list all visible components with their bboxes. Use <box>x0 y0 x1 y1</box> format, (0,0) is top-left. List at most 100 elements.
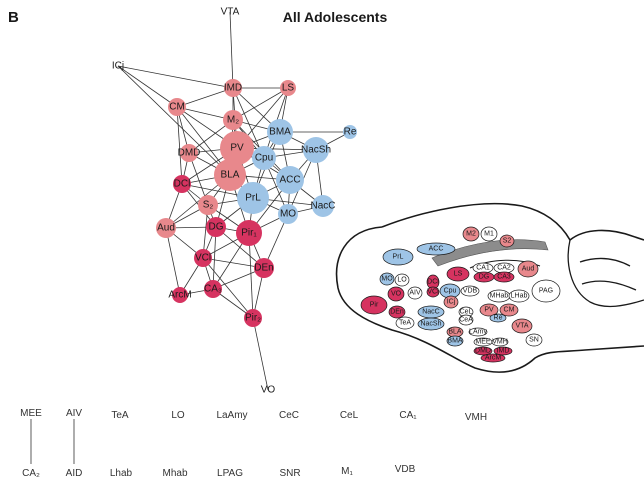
node-circle <box>194 249 212 267</box>
brain-region-shape <box>511 318 533 334</box>
network-node-dmd: DMD <box>178 144 200 162</box>
brain-region-label: CA3 <box>497 274 511 281</box>
brain-region-imd: IMD <box>493 346 513 356</box>
node-circle <box>156 218 176 238</box>
brain-region-shape <box>517 260 539 278</box>
brain-region-m2: M2 <box>462 226 480 242</box>
brain-region-dmd: DMD <box>473 346 493 356</box>
network-node-dg: DG <box>206 217 226 237</box>
brain-region-label: LO <box>397 277 407 284</box>
network-node-vo: VO <box>261 385 276 396</box>
brain-region-label: CA1 <box>476 265 490 272</box>
brain-region-dg: DG <box>473 271 495 283</box>
brain-region-shape <box>446 335 464 347</box>
brain-region-label: VO <box>391 291 402 298</box>
unconnected-region-ca2: CA₂ <box>22 468 40 479</box>
edge-pir1-pir2 <box>248 232 254 319</box>
node-circle <box>214 159 246 191</box>
brain-region-label: Pir <box>370 302 379 309</box>
unconnected-region-vdb: VDB <box>395 464 416 475</box>
network-node-den: DEn <box>254 258 274 278</box>
brain-region-shape <box>388 305 406 319</box>
cerebellum-outline <box>567 239 644 308</box>
node-label: DG <box>209 222 224 233</box>
node-label: CM <box>169 102 185 113</box>
brain-region-shape <box>360 295 388 315</box>
brain-region-label: PAG <box>539 288 553 295</box>
brain-region-label: S2 <box>503 238 512 245</box>
unconnected-region-cec: CeC <box>279 410 299 421</box>
brain-region-aud: Aud <box>517 260 539 278</box>
network-node-re: Re <box>343 125 357 139</box>
brain-region-label: VCl <box>427 289 439 296</box>
edge-cm-dcl <box>176 106 183 185</box>
network-node-vta: VTA <box>221 7 240 18</box>
unconnected-region-aid: AID <box>66 468 83 479</box>
panel-label: B <box>8 9 19 26</box>
network-node-bla: BLA <box>214 159 246 191</box>
brain-region-shape <box>468 327 488 337</box>
node-label: CA₃ <box>204 284 222 295</box>
brain-region-label: IMD <box>497 348 510 355</box>
node-circle <box>244 309 262 327</box>
unconnected-region-lpag: LPAG <box>217 468 243 479</box>
network-node-pir2: Pir₂ <box>244 309 262 327</box>
brain-region-label: MHab <box>490 293 509 300</box>
edge-vcl-pir2 <box>202 257 254 319</box>
brain-region-label: Aud <box>522 266 535 273</box>
brain-region-acc: ACC <box>416 242 456 256</box>
node-label: Cpu <box>255 153 273 164</box>
node-label: ArcM <box>168 290 191 301</box>
node-label: S₂ <box>203 200 214 211</box>
brain-region-label: ACC <box>429 246 444 253</box>
brain-sagittal-diagram: PrL ACC M2 M1 S2 CA1 CA2 DG CA3 Aud LS MO LO DCl VCl AI… <box>335 202 644 373</box>
brain-region-vdb: VDB <box>460 285 480 297</box>
brain-region-shape <box>473 346 493 356</box>
node-circle <box>267 119 293 145</box>
edge-vta-imd <box>229 11 234 89</box>
brain-region-label: ArcM <box>485 355 502 362</box>
brain-region-shape <box>493 271 515 283</box>
unconnected-region-mee: MEE <box>20 408 42 419</box>
brain-region-label: DCl <box>427 279 439 286</box>
node-circle <box>204 280 222 298</box>
brain-region-den: DEn <box>388 305 406 319</box>
network-node-m2: M₂ <box>223 110 243 130</box>
unconnected-region-lhab: Lhab <box>110 468 133 479</box>
brain-region-bma: BMA <box>446 335 464 347</box>
brain-region-mhab: MHab <box>487 289 511 303</box>
brain-region-label: PrL <box>393 254 404 261</box>
brain-region-aiv: AIV <box>407 286 423 300</box>
node-circle <box>224 79 242 97</box>
node-label: VO <box>261 385 276 396</box>
node-label: LS <box>282 83 295 94</box>
brain-region-cm: CM <box>499 303 519 317</box>
node-label: DEn <box>254 263 273 274</box>
brain-region-nacsh: NacSh <box>417 317 445 331</box>
brain-region-label: MEE <box>475 339 491 346</box>
node-circle <box>343 125 357 139</box>
brain-region-s2: S2 <box>499 234 515 248</box>
brain-region-shape <box>458 314 474 326</box>
brain-region-prl: PrL <box>382 248 414 266</box>
edge-pir2-vo <box>252 317 269 391</box>
brain-region-shape <box>491 337 509 347</box>
unconnected-region-mhab: Mhab <box>162 468 187 479</box>
unconnected-regions: MEE AIV TeA LO LaAmy CeC CeL CA₁ VMH CA₂ AID Lhab Mh… <box>20 408 487 479</box>
node-circle <box>278 204 298 224</box>
unconnected-region-snr: SNR <box>279 468 300 479</box>
brain-region-mee: MEE <box>473 337 493 347</box>
brain-region-label: PV <box>484 307 494 314</box>
brain-region-vcl: VCl <box>426 286 440 298</box>
brain-region-icj: ICj <box>443 295 459 309</box>
node-circle <box>237 182 269 214</box>
node-circle <box>198 195 218 215</box>
brain-region-lo: LO <box>394 273 410 287</box>
brain-region-label: M2 <box>466 231 476 238</box>
corpus-callosum <box>431 239 549 267</box>
brain-region-label: LHab <box>511 293 528 300</box>
network-node-nacc: NacC <box>310 195 336 217</box>
brain-region-label: Re <box>494 315 503 322</box>
brain-region-ls: LS <box>446 266 470 282</box>
brain-region-shape <box>508 289 530 303</box>
